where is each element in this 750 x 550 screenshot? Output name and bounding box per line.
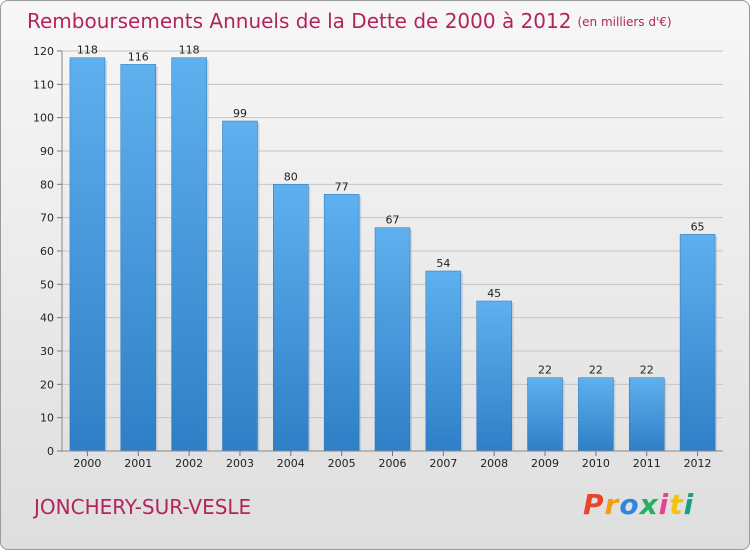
x-tick-label: 2000 bbox=[73, 457, 101, 470]
bar-value-label: 22 bbox=[538, 364, 552, 377]
bar-value-label: 54 bbox=[436, 257, 450, 270]
bars-layer bbox=[69, 57, 718, 452]
chart-title: Remboursements Annuels de la Dette de 20… bbox=[27, 9, 672, 33]
bar-2000 bbox=[69, 57, 106, 452]
bar-2001 bbox=[120, 64, 157, 452]
y-tick-label: 50 bbox=[40, 278, 54, 291]
bar-value-label: 22 bbox=[589, 364, 603, 377]
bar-value-label: 118 bbox=[179, 44, 200, 57]
bar-value-label: 116 bbox=[128, 50, 149, 63]
x-tick-label: 2008 bbox=[480, 457, 508, 470]
x-tick-label: 2001 bbox=[124, 457, 152, 470]
bar-2007 bbox=[425, 270, 462, 452]
axis-layer bbox=[57, 50, 723, 456]
brand-letter: P bbox=[583, 488, 605, 521]
y-tick-label: 90 bbox=[40, 145, 54, 158]
city-name: JONCHERY-SUR-VESLE bbox=[34, 495, 252, 519]
bar-value-label: 80 bbox=[284, 170, 298, 183]
bar-2012 bbox=[679, 234, 716, 452]
brand-letter: o bbox=[619, 488, 640, 521]
y-tick-label: 80 bbox=[40, 178, 54, 191]
brand-letter: r bbox=[604, 488, 620, 521]
brand-letter: x bbox=[639, 488, 659, 521]
bar-value-label: 65 bbox=[691, 220, 705, 233]
brand-letter: t bbox=[669, 488, 684, 521]
y-tick-label: 30 bbox=[40, 345, 54, 358]
y-tick-label: 10 bbox=[40, 412, 54, 425]
bar-2002 bbox=[171, 57, 207, 452]
y-tick-label: 110 bbox=[33, 78, 54, 91]
brand-letter: i bbox=[658, 488, 670, 521]
bar-2011 bbox=[628, 377, 665, 452]
chart-title-text: Remboursements Annuels de la Dette de 20… bbox=[27, 9, 572, 33]
labels-layer: 0 10 20 30 40 50 60 70 80 90 100 110 120 118 2000 116 20… bbox=[33, 44, 712, 470]
brand-letter: i bbox=[683, 488, 695, 521]
bar-value-label: 67 bbox=[386, 214, 400, 227]
y-tick-label: 70 bbox=[40, 212, 54, 225]
bar-value-label: 45 bbox=[487, 287, 501, 300]
y-tick-label: 60 bbox=[40, 245, 54, 258]
y-tick-label: 40 bbox=[40, 312, 54, 325]
proxiti-logo: Proxiti bbox=[583, 488, 694, 521]
x-tick-label: 2003 bbox=[226, 457, 254, 470]
bar-2008 bbox=[476, 300, 512, 452]
bar-2005 bbox=[323, 194, 360, 452]
chart-unit-label: (en milliers d'€) bbox=[577, 15, 672, 29]
bar-value-label: 22 bbox=[640, 364, 654, 377]
x-tick-label: 2009 bbox=[531, 457, 559, 470]
x-tick-label: 2012 bbox=[684, 457, 712, 470]
x-tick-label: 2007 bbox=[429, 457, 457, 470]
x-tick-label: 2011 bbox=[633, 457, 661, 470]
y-tick-label: 0 bbox=[47, 445, 54, 458]
x-tick-label: 2002 bbox=[175, 457, 203, 470]
bar-2009 bbox=[527, 377, 563, 452]
x-tick-label: 2004 bbox=[277, 457, 305, 470]
bar-2004 bbox=[273, 184, 309, 452]
bar-2010 bbox=[578, 377, 614, 452]
bar-2006 bbox=[374, 227, 411, 452]
bar-value-label: 99 bbox=[233, 107, 247, 120]
bar-2003 bbox=[222, 120, 258, 452]
x-tick-label: 2010 bbox=[582, 457, 610, 470]
x-tick-label: 2006 bbox=[379, 457, 407, 470]
y-tick-label: 20 bbox=[40, 378, 54, 391]
bar-value-label: 118 bbox=[77, 44, 98, 57]
y-tick-label: 100 bbox=[33, 112, 54, 125]
y-tick-label: 120 bbox=[33, 45, 54, 58]
bar-value-label: 77 bbox=[335, 180, 349, 193]
x-tick-label: 2005 bbox=[328, 457, 356, 470]
